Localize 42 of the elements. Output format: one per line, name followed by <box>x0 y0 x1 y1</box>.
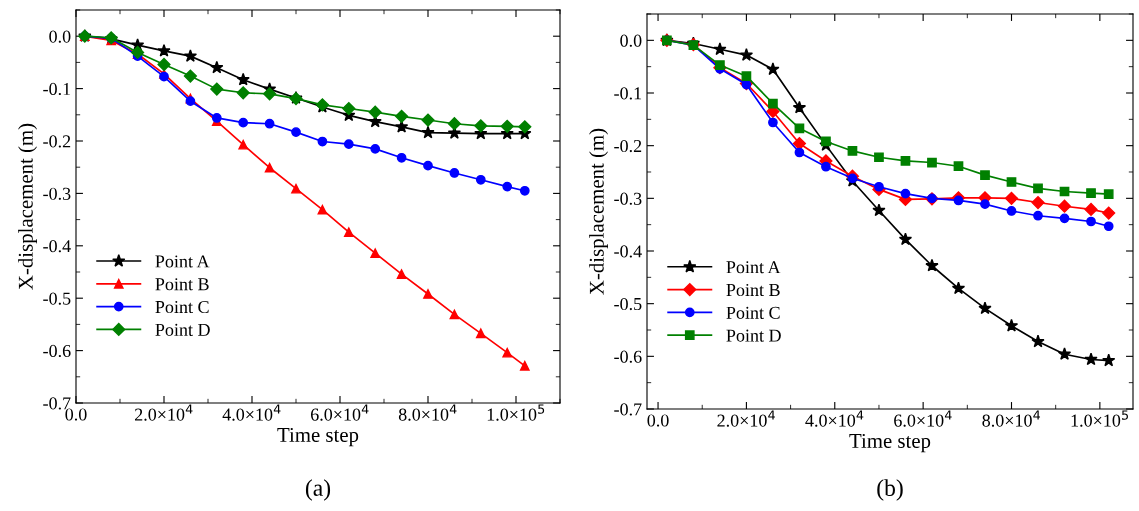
y-tick-label: -0.6 <box>43 344 71 358</box>
legend-label: Point D <box>155 323 210 336</box>
y-tick-label: -0.4 <box>614 245 642 258</box>
x-tick-label: 1.0×10$^{5}$ <box>1071 410 1128 427</box>
y-tick-label: -0.1 <box>43 82 71 96</box>
y-tick-label: -0.7 <box>43 397 71 410</box>
legend-label: Point B <box>155 278 209 291</box>
x-tick-label: 2.0×10$^{4}$ <box>135 404 193 421</box>
y-tick-label: -0.1 <box>614 87 642 100</box>
legend-label: Point C <box>155 300 209 314</box>
y-tick-label: -0.5 <box>43 292 71 305</box>
x-axis-title: Time step <box>849 433 931 453</box>
y-axis-title: X-displacement (m) <box>18 123 37 290</box>
y-tick-label: -0.3 <box>614 192 642 205</box>
y-axis-title: X-displacement (m) <box>589 128 608 295</box>
legend-label: Point C <box>726 306 780 319</box>
y-tick-label: -0.2 <box>43 135 71 148</box>
legend-label: Point A <box>155 255 210 268</box>
x-tick-label: 6.0×10$^{4}$ <box>310 404 369 421</box>
y-tick-label: -0.5 <box>614 297 642 311</box>
y-tick-label: -0.7 <box>614 403 642 416</box>
text: (b) <box>877 479 903 501</box>
x-tick-label: 0.0 <box>647 414 669 427</box>
y-tick-label: -0.3 <box>43 187 71 200</box>
x-axis-title: Time step <box>277 427 359 447</box>
x-tick-label: 4.0×10$^{4}$ <box>805 410 864 427</box>
y-tick-label: -0.2 <box>614 139 642 153</box>
x-tick-label: 1.0×10$^{5}$ <box>487 404 545 421</box>
legend-label: Point B <box>726 283 780 297</box>
x-tick-label: 6.0×10$^{4}$ <box>894 410 952 427</box>
y-tick-label: 0.0 <box>49 30 71 43</box>
x-tick-label: 8.0×10$^{4}$ <box>398 404 457 421</box>
x-tick-label: 4.0×10$^{4}$ <box>222 404 281 421</box>
x-tick-label: 8.0×10$^{4}$ <box>982 410 1041 427</box>
y-tick-label: 0.0 <box>620 34 642 47</box>
x-tick-label: 0.0 <box>65 408 87 421</box>
legend-label: Point D <box>726 329 781 342</box>
x-tick-label: 2.0×10$^{4}$ <box>717 410 775 427</box>
legend-label: Point A <box>726 261 781 274</box>
text: (a) <box>305 479 331 501</box>
y-tick-label: -0.6 <box>614 350 642 363</box>
y-tick-label: -0.4 <box>43 240 71 253</box>
